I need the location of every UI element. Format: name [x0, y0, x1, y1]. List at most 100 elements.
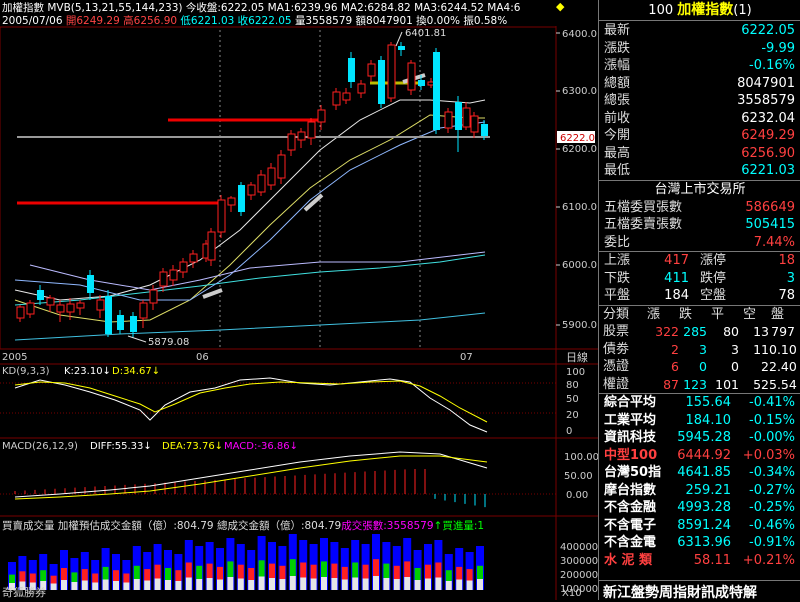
breadth-label: 平盤 [604, 288, 631, 303]
volume-bar-segment [341, 566, 348, 580]
chart-area[interactable]: 加權指數 MVB(5,13,21,55,144,233) 今收盤:6222.05… [0, 0, 598, 600]
diamond-icon[interactable]: ◆ [556, 0, 565, 13]
panel-title[interactable]: 100 加權指數(1) [599, 0, 800, 21]
volume-bar-segment [227, 561, 234, 577]
panel-title-name: 加權指數 [677, 2, 734, 18]
index-value: 4993.28 [677, 500, 731, 515]
candle-body [267, 167, 276, 186]
volume-bar-segment [237, 564, 244, 579]
breadth-label: 跌停 [700, 270, 727, 286]
index-change: -0.91% [749, 535, 795, 550]
classification-header: 分類 漲 跌 平 空盤 [599, 306, 800, 324]
candle-body [227, 197, 236, 206]
breadth-label: 下跌 [604, 270, 631, 286]
index-row[interactable]: 工業平均 184.10 -0.15% [599, 412, 800, 430]
svg-text:200000: 200000 [560, 570, 598, 581]
index-value: 4641.85 [677, 465, 731, 480]
ticker-bar[interactable]: 新江盤勢周指財訊成特解 [599, 580, 800, 601]
ma-line-white [14, 99, 486, 301]
candle-body [66, 303, 75, 313]
candle-body [398, 46, 405, 50]
index-row[interactable]: 不含金電 6313.96 -0.91% [599, 534, 800, 552]
quote-value: 6221.03 [741, 163, 795, 178]
index-list: 綜合平均 155.64 -0.41% 工業平均 184.10 -0.15% 資訊科技 5945… [599, 393, 800, 569]
quote-value: 3558579 [737, 93, 795, 108]
candle-body [46, 297, 55, 306]
candle-body [26, 302, 35, 315]
svg-text:0: 0 [566, 426, 572, 437]
volume-bar-segment [414, 568, 421, 580]
index-change: -0.41% [749, 395, 795, 410]
index-row[interactable]: 不含電子 8591.24 -0.46% [599, 517, 800, 535]
classification-cell: 6 [671, 359, 679, 374]
volume-bar-segment [383, 578, 390, 590]
volume-scale: X10 [562, 588, 582, 599]
breadth-label: 上漲 [604, 253, 631, 268]
volume-bar-segment [237, 578, 244, 590]
candle-body [159, 271, 168, 287]
index-row[interactable]: 水 泥 類 58.11 +0.21% [599, 552, 800, 570]
classification-header-cell: 漲 [647, 306, 661, 322]
index-value: 6313.96 [677, 535, 731, 550]
candle-body [433, 52, 440, 130]
volume-bar-segment [393, 579, 400, 590]
volume-bar-segment [466, 580, 473, 590]
volume-bar-segment [404, 561, 411, 577]
quote-value: 6222.05 [741, 23, 795, 38]
index-value: 5945.28 [677, 430, 731, 445]
volume-bar-segment [435, 562, 442, 578]
volume-bar-segment [362, 564, 369, 579]
svg-text:50: 50 [566, 394, 579, 405]
volume-bar-segment [445, 570, 452, 581]
candle-body [105, 296, 112, 334]
volume-bar-segment [393, 565, 400, 579]
volume-bar-segment [310, 578, 317, 590]
candlestick-chart[interactable]: 6401.81 5879.08 6400.0 6300.0 6200.0 610… [0, 26, 598, 600]
macd-axis: 100.00 50.00 0.00 [564, 452, 598, 501]
index-value: 155.64 [685, 395, 732, 410]
index-row[interactable]: 資訊科技 5945.28 -0.00% [599, 429, 800, 447]
index-row[interactable]: 摩台指數 259.21 -0.27% [599, 482, 800, 500]
breadth-row: 上漲 417 漲停 18 [599, 252, 800, 270]
volume-bar-segment [373, 559, 379, 576]
breadth-value: 411 [664, 270, 689, 286]
svg-text:100.00: 100.00 [564, 452, 598, 463]
header-date: 2005/07/06 [2, 15, 63, 27]
index-name: 綜合平均 [604, 395, 657, 410]
classification-cell: 87 [663, 376, 679, 392]
index-row[interactable]: 綜合平均 155.64 -0.41% [599, 394, 800, 412]
classification-row: 股票 322 285 80 13 797 [599, 323, 800, 341]
svg-text:300000: 300000 [560, 556, 598, 567]
index-name: 中型100 [604, 447, 658, 463]
index-row[interactable]: 中型100 6444.92 +0.03% [599, 447, 800, 465]
candle-body [418, 80, 425, 86]
classification-cell: 52 [753, 376, 769, 392]
classification-row: 債劵 2 3 3 11 0.10 [599, 341, 800, 359]
price-tick: 5900.0 [562, 320, 597, 331]
classification-row: 憑證 6 0 0 2 2.40 [599, 358, 800, 376]
chart-header-line2: 2005/07/06 開6249.29 高6256.90 低6221.03 收6… [2, 13, 558, 28]
volume-bar-segment [40, 581, 47, 590]
volume-bar-segment [133, 579, 140, 590]
volume-bar-segment [362, 578, 369, 590]
book-label: 委比 [604, 234, 631, 250]
svg-text:400000: 400000 [560, 542, 598, 553]
candle-body [317, 109, 326, 123]
price-tick: 6300.0 [562, 86, 597, 97]
ma-line-cyan-2 [14, 312, 486, 341]
index-row[interactable]: 台灣50指 4641.85 -0.34% [599, 464, 800, 482]
ma-line-blue [14, 121, 486, 301]
volume-bar-segment [310, 564, 317, 579]
volume-bar-segment [248, 568, 255, 580]
volume-bar-segment [40, 570, 47, 581]
classification-cell: 2 [761, 359, 769, 374]
index-row[interactable]: 不含金融 4993.28 -0.25% [599, 499, 800, 517]
candle-body [130, 316, 137, 332]
quote-value: -0.16% [749, 58, 795, 73]
price-tick: 6100.0 [562, 202, 597, 213]
breadth-row: 平盤 184 空盤 78 [599, 287, 800, 305]
macd-label: MACD(26,12,9) [2, 441, 78, 452]
breadth-label: 空盤 [700, 288, 727, 303]
volume-bar-segment [81, 569, 88, 581]
volume-bar-segment [300, 562, 307, 578]
